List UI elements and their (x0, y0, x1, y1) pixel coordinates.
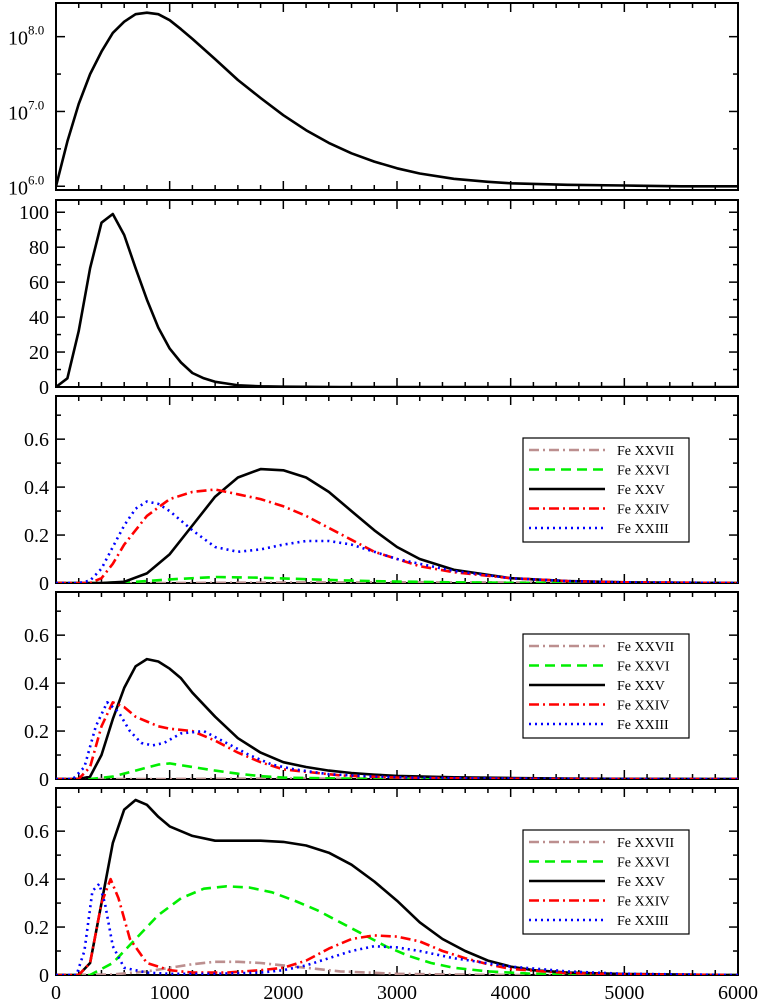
y-tick-label: 0 (39, 769, 49, 791)
series-line (56, 212, 738, 387)
y-tick-label: 0 (39, 965, 49, 987)
legend-label: Fe XXVII (617, 444, 674, 459)
series-line-fe-xxvi (56, 762, 738, 779)
y-tick-label: 0.2 (24, 525, 49, 547)
y-tick-label: 0.4 (24, 477, 49, 499)
x-tick-label: 2000 (263, 982, 303, 1002)
series-line-fe-xxvi (56, 575, 738, 583)
series-line-fe-xxiv (56, 877, 738, 975)
chart-panel-2: 0 20 40 60 80 100 (19, 199, 739, 399)
y-tick-exponent: 7.0 (28, 97, 44, 112)
plot-frame (55, 199, 739, 388)
legend-label: Fe XXVII (617, 836, 674, 851)
y-tick-label: 10 (8, 28, 28, 50)
legend-label: Fe XXV (617, 679, 665, 694)
y-tick-label: 0.2 (24, 917, 49, 939)
chart-panel-5: 0 0.2 0.4 0.6 0 1000 2000 3000 4000 5000 6000 Fe XX… (24, 787, 758, 1002)
y-tick-exponent: 6.0 (28, 172, 44, 187)
x-tick-label: 6000 (718, 982, 758, 1002)
legend-label: Fe XXIII (617, 914, 669, 929)
y-tick-label: 100 (19, 202, 49, 224)
series-line-fe-xxiii (56, 700, 738, 779)
y-tick-label: 0 (39, 573, 49, 595)
y-tick-label: 80 (29, 237, 49, 259)
legend-label: Fe XXIII (617, 522, 669, 537)
y-tick-label: 0.6 (24, 625, 49, 647)
legend-label: Fe XXVI (617, 856, 670, 871)
legend-label: Fe XXIV (617, 699, 670, 714)
legend: Fe XXVII Fe XXVI Fe XXV Fe XXIV Fe XXIII (522, 633, 690, 739)
x-tick-label: 3000 (377, 982, 417, 1002)
y-tick-label: 0 (39, 377, 49, 399)
y-tick-label: 0.2 (24, 721, 49, 743)
legend-label: Fe XXIV (617, 895, 670, 910)
y-tick-exponent: 8.0 (28, 23, 44, 38)
chart-panel-1: 10 6.010 7.010 8.0 (8, 2, 739, 199)
legend-label: Fe XXV (617, 483, 665, 498)
legend: Fe XXVII Fe XXVI Fe XXV Fe XXIV Fe XXIII (522, 829, 690, 935)
series-line-fe-xxvii (56, 960, 738, 975)
y-tick-label: 60 (29, 272, 49, 294)
series-line-fe-xxiii (56, 882, 738, 975)
legend-label: Fe XXVII (617, 640, 674, 655)
y-tick-label: 0.6 (24, 821, 49, 843)
y-tick-label: 0.6 (24, 429, 49, 451)
y-tick-label: 10 (8, 177, 28, 199)
series-line-fe-xxiv (56, 488, 738, 583)
x-tick-label: 1000 (150, 982, 190, 1002)
series-line-fe-xxvii (56, 580, 738, 583)
x-tick-label: 5000 (604, 982, 644, 1002)
y-tick-label: 40 (29, 307, 49, 329)
legend-label: Fe XXVI (617, 660, 670, 675)
plot-frame (55, 2, 739, 191)
y-tick-label: 0.4 (24, 869, 49, 891)
y-tick-label: 20 (29, 342, 49, 364)
legend-label: Fe XXVI (617, 464, 670, 479)
legend-label: Fe XXIV (617, 503, 670, 518)
y-tick-label: 10 (8, 102, 28, 124)
x-tick-label: 4000 (491, 982, 531, 1002)
legend-label: Fe XXIII (617, 718, 669, 733)
series-line-fe-xxvi (56, 884, 738, 975)
legend: Fe XXVII Fe XXVI Fe XXV Fe XXIV Fe XXIII (522, 437, 690, 543)
y-tick-label: 0.4 (24, 673, 49, 695)
series-line (56, 11, 738, 188)
x-tick-label: 0 (51, 982, 61, 1002)
legend-label: Fe XXV (617, 875, 665, 890)
